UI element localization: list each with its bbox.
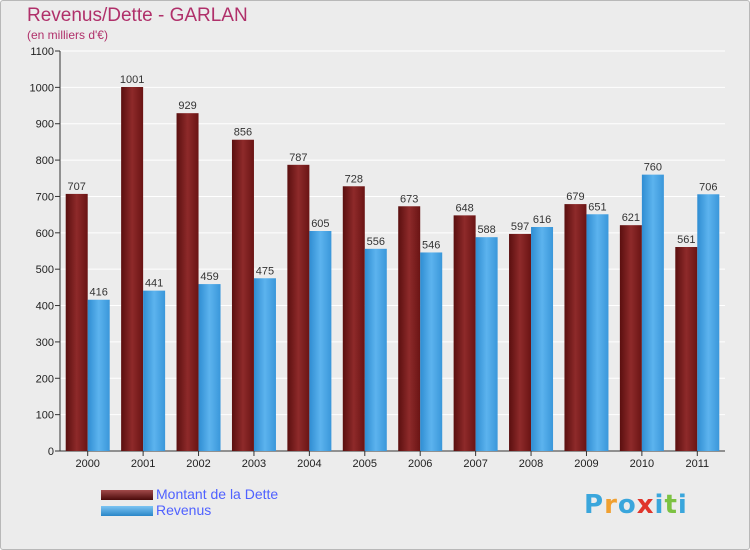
logo-letter: o — [617, 490, 637, 520]
legend-swatch-revenus — [101, 506, 153, 516]
data-label-revenus: 416 — [90, 287, 108, 299]
data-label-revenus: 441 — [145, 278, 163, 290]
bar-dette — [619, 225, 642, 451]
y-tick-label: 400 — [36, 301, 54, 313]
y-tick-label: 1000 — [30, 82, 54, 94]
data-label-dette: 787 — [289, 152, 307, 164]
data-label-dette: 728 — [345, 173, 363, 185]
grid-lines — [60, 50, 725, 452]
x-tick-label: 2010 — [630, 458, 654, 470]
logo-letter: x — [636, 490, 655, 520]
bar-dette — [65, 193, 88, 451]
x-tick-label: 2007 — [463, 458, 487, 470]
bar-revenus — [475, 237, 498, 451]
data-label-dette: 679 — [566, 191, 584, 203]
chart-title: Revenus/Dette - GARLAN — [27, 5, 248, 26]
data-label-revenus: 588 — [477, 224, 495, 236]
bar-revenus — [364, 248, 387, 451]
x-tick-label: 2002 — [186, 458, 210, 470]
chart-subtitle: (en milliers d'€) — [27, 28, 108, 42]
data-label-dette: 648 — [455, 202, 473, 214]
x-tick-label: 2008 — [519, 458, 543, 470]
bar-dette — [342, 186, 365, 452]
logo-letter: P — [584, 490, 605, 520]
bar-dette — [398, 206, 421, 451]
bar-revenus — [531, 227, 554, 451]
y-tick-label: 500 — [36, 264, 54, 276]
y-tick-label: 700 — [36, 191, 54, 203]
bar-chart: 0 100 200 300 400 500 600 700 800 900 1000 1100 2000… — [30, 46, 725, 470]
bar-revenus — [253, 278, 276, 451]
bar-dette — [287, 164, 310, 451]
y-tick-label: 0 — [48, 446, 54, 458]
bar-dette — [121, 87, 144, 451]
x-tick-label: 2009 — [574, 458, 598, 470]
y-tick-label: 300 — [36, 337, 54, 349]
proxiti-logo: Proxiti — [584, 490, 688, 520]
legend-label-dette: Montant de la Dette — [156, 486, 279, 502]
data-label-dette: 856 — [234, 127, 252, 139]
bar-revenus — [309, 231, 332, 451]
data-label-revenus: 760 — [644, 162, 662, 174]
logo-letter: i — [654, 490, 665, 520]
data-label-revenus: 706 — [699, 181, 717, 193]
axes: 0 100 200 300 400 500 600 700 800 900 1000 1100 2000… — [30, 46, 725, 470]
data-label-revenus: 651 — [588, 201, 606, 213]
x-tick-label: 2006 — [408, 458, 432, 470]
bar-revenus — [143, 290, 166, 451]
bar-dette — [509, 233, 532, 451]
data-label-revenus: 459 — [200, 271, 218, 283]
bar-revenus — [87, 299, 110, 451]
bar-dette — [675, 247, 698, 451]
logo-letter: r — [604, 490, 618, 520]
bar-revenus — [641, 174, 664, 452]
data-label-dette: 707 — [68, 181, 86, 193]
x-tick-label: 2003 — [242, 458, 266, 470]
bar-revenus — [697, 194, 720, 452]
data-label-dette: 673 — [400, 193, 418, 205]
logo-letter: t — [664, 490, 678, 520]
x-tick-label: 2001 — [131, 458, 155, 470]
data-label-revenus: 475 — [256, 265, 274, 277]
y-tick-label: 1100 — [30, 46, 54, 58]
legend-label-revenus: Revenus — [156, 502, 212, 518]
data-label-dette: 1001 — [120, 74, 144, 86]
bar-revenus — [420, 252, 443, 451]
y-tick-label: 900 — [36, 119, 54, 131]
bar-dette — [453, 215, 476, 451]
legend-swatch-dette — [101, 490, 153, 500]
y-tick-label: 800 — [36, 155, 54, 167]
data-label-revenus: 556 — [367, 236, 385, 248]
y-tick-label: 100 — [36, 410, 54, 422]
data-label-dette: 561 — [677, 234, 695, 246]
y-tick-label: 200 — [36, 373, 54, 385]
bar-revenus — [586, 214, 609, 451]
bars — [65, 87, 720, 452]
data-label-dette: 929 — [178, 100, 196, 112]
bar-dette — [231, 139, 254, 451]
y-tick-label: 600 — [36, 228, 54, 240]
x-tick-label: 2005 — [353, 458, 377, 470]
x-tick-label: 2004 — [297, 458, 321, 470]
bar-revenus — [198, 284, 221, 451]
data-label-revenus: 546 — [422, 239, 440, 251]
data-label-revenus: 605 — [311, 218, 329, 230]
x-tick-label: 2000 — [75, 458, 99, 470]
logo-letter: i — [677, 490, 688, 520]
data-labels: 707 416 1001 441 929 459 856 475 787 605 728 556 673… — [68, 74, 718, 299]
bar-dette — [176, 113, 199, 451]
x-tick-label: 2011 — [685, 458, 709, 470]
bar-dette — [564, 204, 587, 451]
data-label-dette: 597 — [511, 221, 529, 233]
data-label-revenus: 616 — [533, 214, 551, 226]
data-label-dette: 621 — [622, 212, 640, 224]
